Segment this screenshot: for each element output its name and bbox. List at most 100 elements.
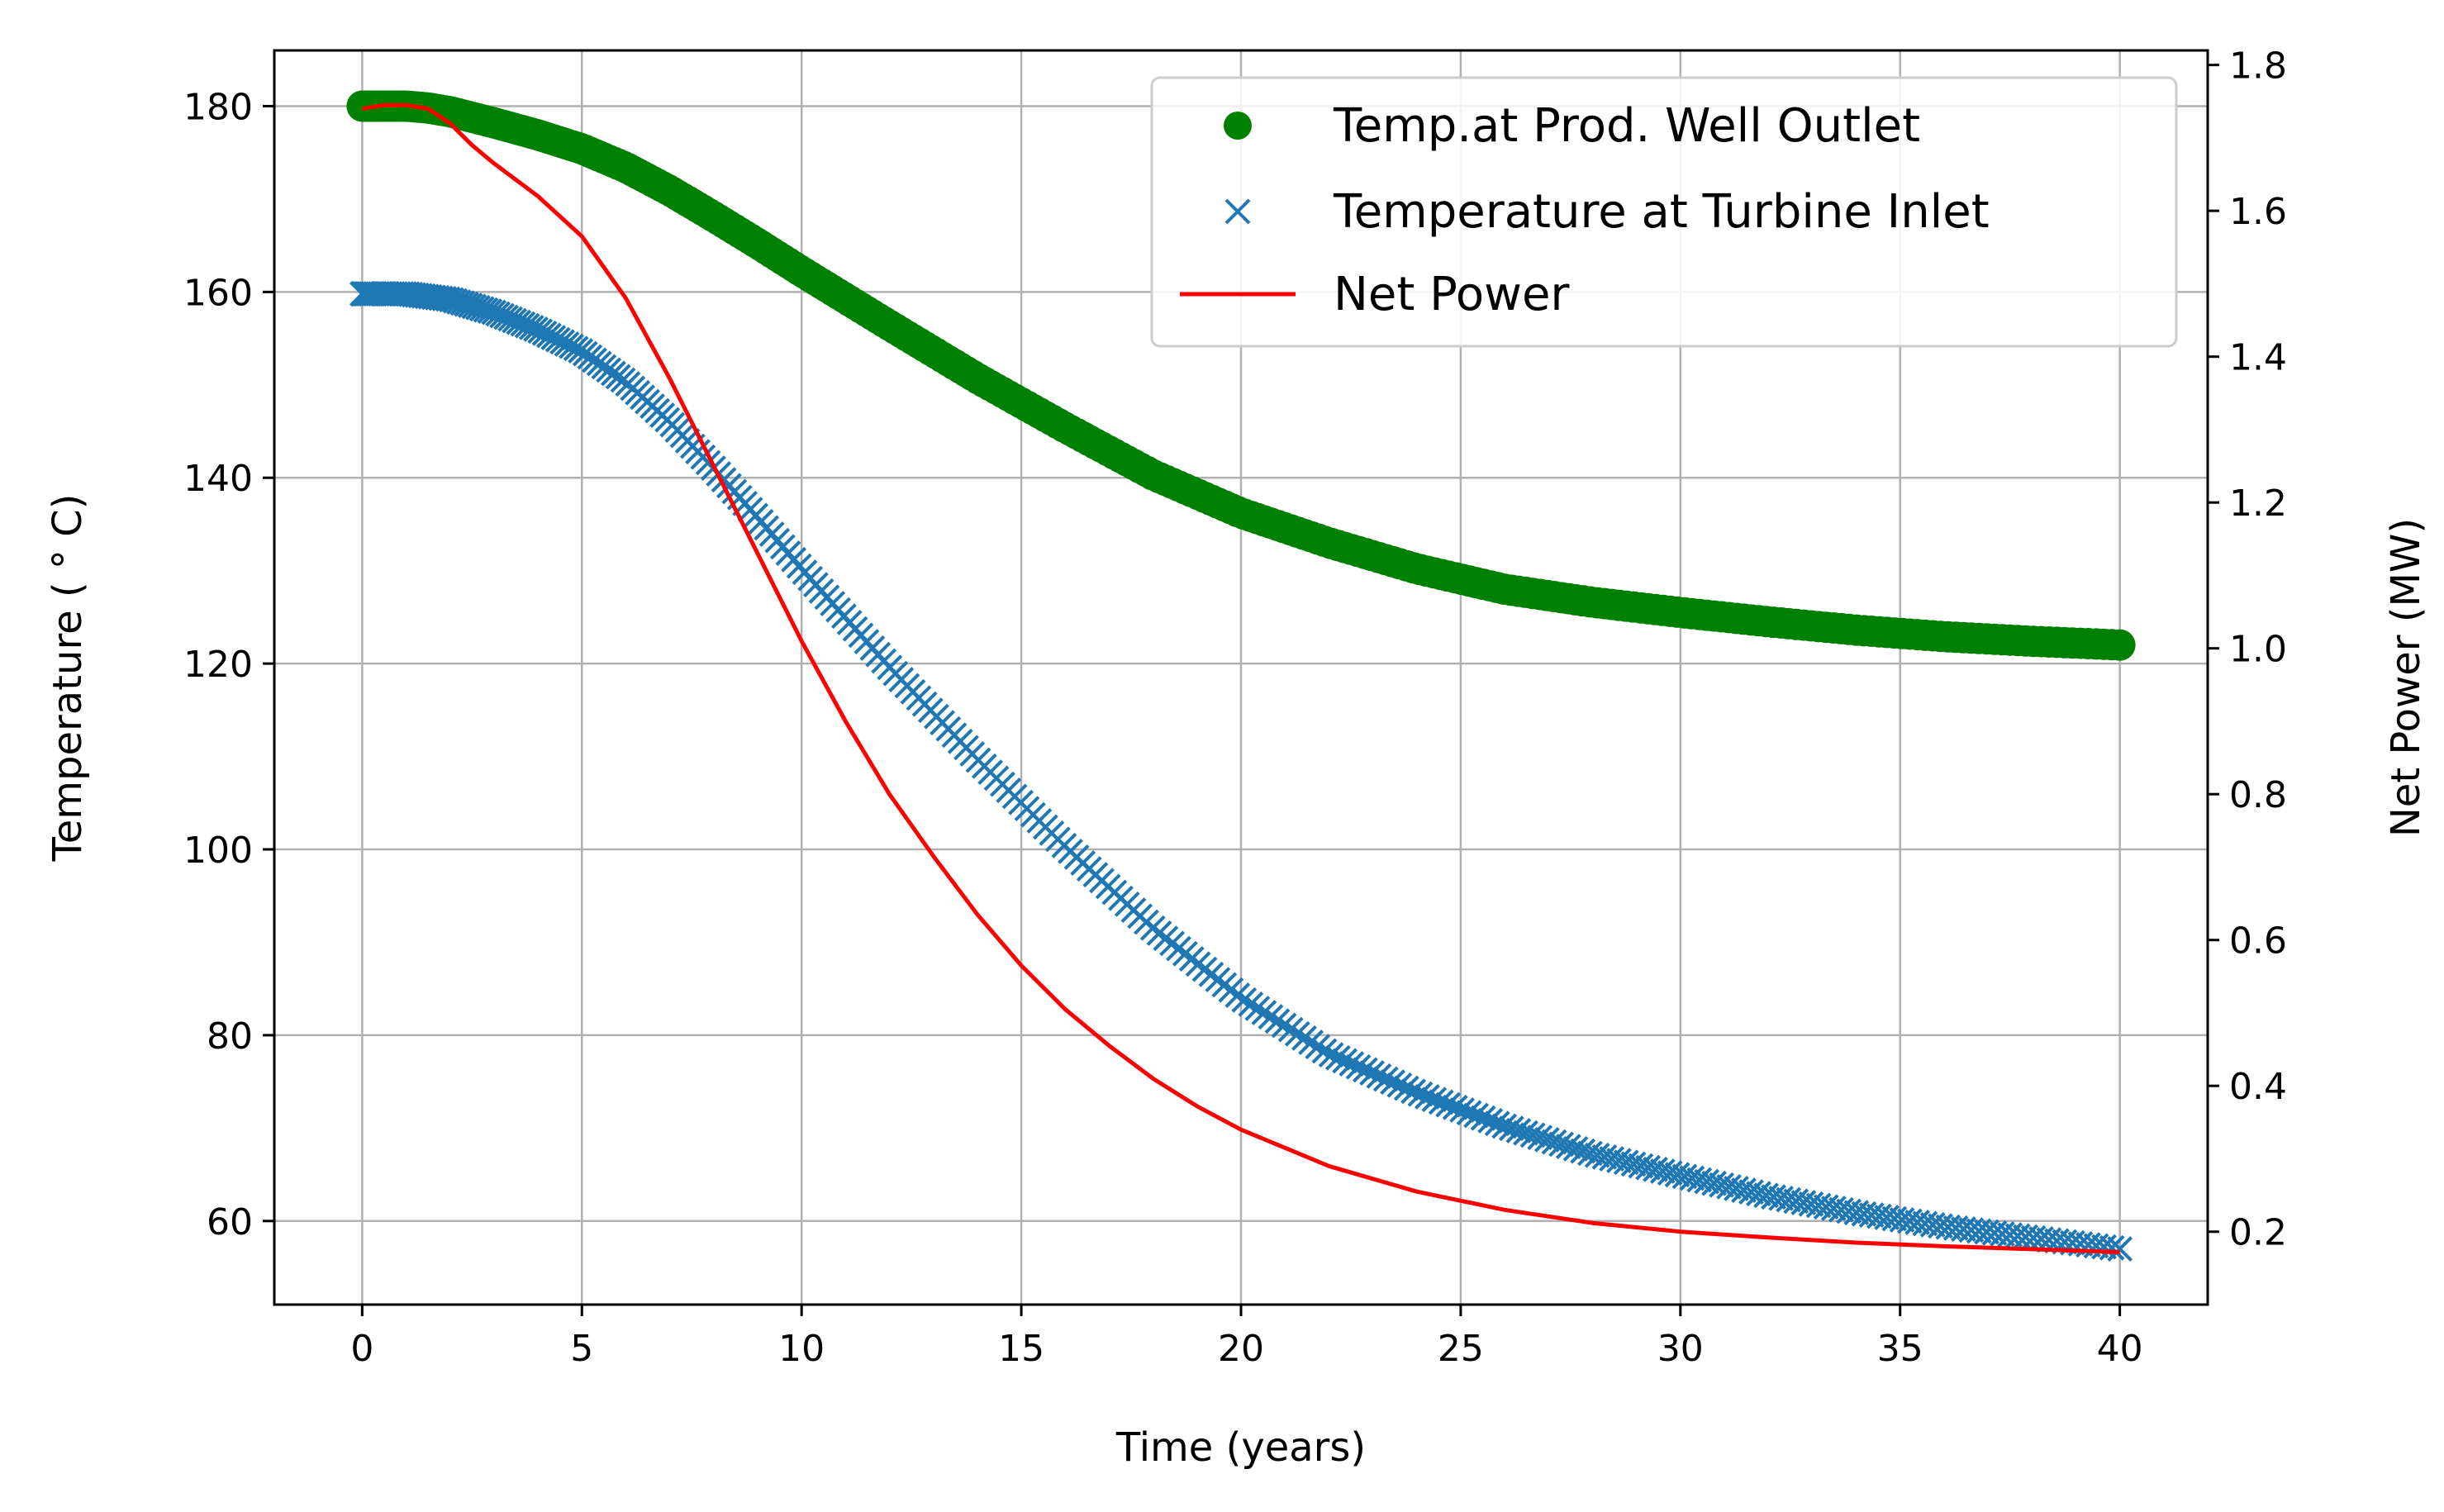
x-tick-label: 40: [2097, 1328, 2143, 1370]
data-point: [1519, 1122, 1546, 1148]
data-point: [1828, 1196, 1854, 1223]
data-point: [1428, 1089, 1454, 1115]
data-point: [510, 311, 536, 337]
data-point: [1649, 1158, 1676, 1184]
data-point: [2099, 1234, 2125, 1261]
data-point: [502, 307, 528, 334]
x-axis-label: Time (years): [1115, 1424, 1366, 1471]
data-point: [1790, 1190, 1817, 1215]
data-point: [1393, 1075, 1419, 1101]
data-point: [1498, 1115, 1524, 1142]
x-tick-label: 35: [1877, 1328, 1923, 1370]
data-point: [1291, 1025, 1317, 1051]
data-point: [1470, 1105, 1496, 1131]
data-point: [1414, 1084, 1440, 1110]
data-point: [1836, 1198, 1862, 1224]
x-tick-label: 20: [1218, 1328, 1264, 1370]
data-point: [1456, 1100, 1482, 1126]
ticks: 0 5 10 15 20 25 30 35 40 60 80 100 120 140 160 180 0.2 0.…: [183, 45, 2287, 1370]
y-tick-label-right: 0.4: [2229, 1066, 2287, 1108]
data-point: [1701, 1170, 1728, 1196]
legend-marker-turbine-inlet: [1224, 198, 1251, 225]
data-point: [1366, 1063, 1392, 1089]
data-point: [2107, 1236, 2133, 1262]
data-point: [1305, 1034, 1331, 1060]
data-point: [1570, 1138, 1596, 1164]
data-point: [1548, 1131, 1575, 1158]
data-point: [1912, 1210, 1938, 1237]
data-point: [1584, 1142, 1610, 1168]
data-point: [1768, 1185, 1795, 1211]
data-point: [1798, 1191, 1824, 1217]
data-point: [1442, 1094, 1468, 1120]
data-point: [1753, 1182, 1779, 1209]
data-point: [1258, 1004, 1284, 1030]
data-point: [1541, 1129, 1567, 1155]
data-point: [1657, 1160, 1683, 1186]
data-point: [1421, 1086, 1448, 1113]
data-point: [1277, 1016, 1304, 1043]
data-point: [1620, 1151, 1647, 1177]
data-point: [1643, 1156, 1668, 1182]
data-point: [1527, 1124, 1553, 1151]
data-point: [1311, 1038, 1338, 1064]
y-tick-label-left: 140: [183, 458, 253, 500]
data-point: [1776, 1186, 1802, 1213]
y-tick-label-right: 1.2: [2229, 483, 2287, 525]
y-tick-label-right: 0.6: [2229, 920, 2287, 963]
y-tick-label-left: 120: [183, 644, 253, 686]
data-point: [1694, 1168, 1720, 1195]
data-point: [1251, 1000, 1277, 1026]
data-point: [1400, 1078, 1427, 1105]
data-point: [1463, 1102, 1490, 1129]
y-tick-label-right: 1.6: [2229, 191, 2287, 233]
data-point: [1635, 1154, 1662, 1181]
x-tick-label: 5: [570, 1328, 593, 1370]
data-point: [1231, 987, 1258, 1013]
y-axis-label-left: Temperature ( ° C): [45, 494, 91, 863]
y-tick-label-left: 80: [207, 1015, 253, 1058]
data-point: [1746, 1181, 1771, 1207]
data-point: [1606, 1148, 1632, 1174]
data-point: [1380, 1069, 1405, 1096]
data-point: [506, 309, 532, 335]
x-tick-label: 15: [998, 1328, 1044, 1370]
y-tick-label-right: 0.2: [2229, 1212, 2287, 1254]
data-point: [1686, 1167, 1713, 1193]
data-point: [1805, 1192, 1832, 1219]
data-point: [1599, 1146, 1625, 1172]
series-prod-well-outlet: [346, 90, 2136, 661]
data-point: [1813, 1194, 1839, 1220]
data-point: [1386, 1072, 1413, 1098]
series-layer: [346, 90, 2136, 1262]
legend: Temp.at Prod. Well Outlet Temperature at…: [1150, 76, 2178, 348]
x-tick-label: 0: [350, 1328, 373, 1370]
data-point: [1345, 1053, 1372, 1080]
y-tick-label-right: 1.8: [2229, 45, 2287, 88]
data-point: [1679, 1165, 1705, 1191]
legend-label-turbine-inlet: Temperature at Turbine Inlet: [1333, 185, 1990, 239]
data-point: [1324, 1044, 1351, 1071]
data-point: [1372, 1066, 1399, 1092]
data-point: [1555, 1134, 1581, 1160]
data-point: [1359, 1060, 1386, 1086]
data-point: [523, 316, 549, 342]
data-point: [1613, 1149, 1639, 1176]
data-point: [1761, 1184, 1786, 1210]
data-point: [1407, 1081, 1434, 1107]
data-point: [1298, 1029, 1324, 1056]
data-point: [1731, 1177, 1757, 1203]
legend-box: [1150, 76, 2178, 348]
data-point: [514, 312, 540, 339]
legend-label-net-power: Net Power: [1334, 268, 1570, 321]
data-point: [1271, 1012, 1297, 1039]
y-axis-label-right: Net Power (MW): [2383, 518, 2429, 837]
data-point: [1238, 991, 1264, 1017]
legend-label-prod-well: Temp.at Prod. Well Outlet: [1333, 99, 1920, 153]
data-point: [1783, 1188, 1809, 1215]
data-point: [1332, 1048, 1358, 1074]
data-point: [1820, 1196, 1847, 1221]
data-point: [1709, 1172, 1734, 1198]
y-tick-label-left: 160: [183, 272, 253, 314]
data-point: [1284, 1020, 1310, 1047]
